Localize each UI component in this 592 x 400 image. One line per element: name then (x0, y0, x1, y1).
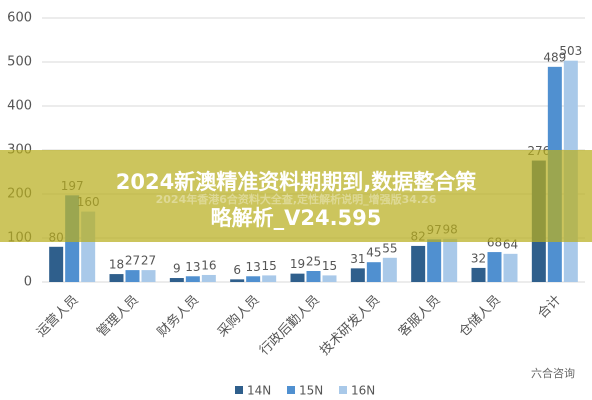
bar (411, 245, 426, 282)
watermark: 六合咨询 (531, 366, 575, 380)
bar (125, 270, 140, 282)
data-label: 15 (322, 259, 337, 273)
bar (262, 275, 277, 282)
bar (185, 276, 200, 282)
data-label: 13 (185, 260, 200, 274)
data-label: 503 (559, 44, 582, 58)
bar (230, 279, 245, 282)
data-label: 19 (290, 257, 305, 271)
banner (0, 150, 592, 242)
bar (141, 270, 156, 282)
data-label: 45 (366, 246, 381, 260)
x-tick-label: 采购人员 (214, 292, 262, 340)
bar (443, 238, 458, 282)
bar (427, 239, 442, 282)
y-tick-label: 0 (24, 275, 32, 290)
y-tick-label: 600 (7, 11, 32, 26)
data-label: 6 (233, 263, 241, 277)
data-label: 489 (543, 50, 566, 64)
bar (382, 257, 397, 282)
x-tick-label: 管理人员 (94, 293, 141, 340)
x-tick-label: 行政后勤人员 (257, 293, 323, 359)
legend-swatch (339, 386, 347, 394)
data-label: 55 (382, 241, 397, 255)
y-tick-label: 400 (7, 99, 32, 114)
bar (290, 273, 305, 282)
legend-label: 15N (299, 384, 323, 398)
x-tick-label: 仓储人员 (456, 293, 503, 340)
legend-swatch (287, 386, 295, 394)
bar (49, 246, 64, 282)
legend-label: 14N (247, 384, 271, 398)
data-label: 15 (262, 259, 277, 273)
x-tick-label: 财务人员 (154, 292, 202, 340)
bar (169, 278, 184, 282)
legend-label: 16N (351, 384, 375, 398)
data-label: 18 (109, 258, 124, 272)
bar (350, 268, 365, 282)
data-label: 16 (201, 258, 216, 272)
data-label: 27 (125, 254, 140, 268)
data-label: 32 (471, 251, 486, 265)
bar (487, 252, 502, 282)
x-tick-label: 技术研发人员 (317, 292, 383, 358)
bar (246, 276, 261, 282)
bar (306, 271, 321, 282)
x-tick-label: 合计 (535, 293, 564, 322)
banner-title: 略解析_V24.595 (211, 206, 382, 230)
data-label: 27 (141, 254, 156, 268)
banner-title: 2024新澳精准资料期期到,数据整合策 (116, 170, 477, 194)
data-label: 25 (306, 255, 321, 269)
data-label: 31 (350, 252, 365, 266)
bar (109, 274, 124, 282)
y-tick-label: 500 (7, 55, 32, 70)
banner-subtitle: 2024年香港6合资料大全查,定性解析说明_增强版34.26 (156, 192, 437, 206)
data-label: 9 (173, 262, 181, 276)
bar (471, 267, 486, 282)
bar (503, 253, 518, 282)
data-label: 13 (246, 260, 261, 274)
x-tick-label: 运营人员 (34, 293, 81, 340)
x-tick-label: 客服人员 (395, 292, 443, 340)
legend-swatch (235, 386, 243, 394)
bar (322, 275, 337, 282)
bar (366, 262, 381, 282)
bar (201, 274, 216, 282)
